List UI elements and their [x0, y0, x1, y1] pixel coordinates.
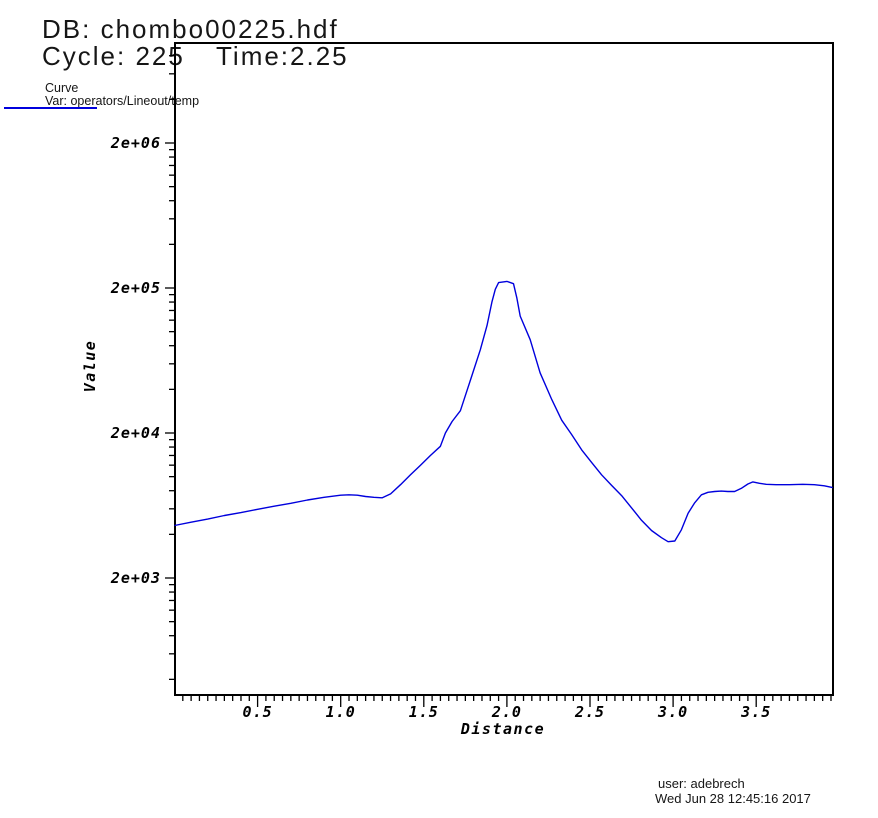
legend-curve-color-line: [4, 107, 97, 109]
timestamp-label: Wed Jun 28 12:45:16 2017: [655, 791, 811, 806]
x-tick-label: 3.0: [658, 703, 689, 721]
y-axis-title: Value: [81, 339, 99, 393]
y-tick-label: 2e+05: [110, 279, 161, 297]
x-tick-label: 2.0: [491, 703, 522, 721]
y-tick-label: 2e+04: [110, 424, 161, 442]
x-tick-label: 1.5: [408, 703, 439, 721]
y-tick-label: 2e+06: [110, 134, 161, 152]
x-tick-label: 0.5: [242, 703, 273, 721]
plot-viewport[interactable]: [175, 43, 833, 695]
x-tick-label: 2.5: [574, 703, 606, 721]
y-tick-label: 2e+03: [110, 569, 161, 587]
cycle-label: Cycle: 225: [42, 41, 185, 71]
x-tick-label: 1.0: [325, 703, 356, 721]
username-label: user: adebrech: [658, 776, 745, 791]
x-tick-label: 3.5: [741, 703, 772, 721]
db-filename-label: DB: chombo00225.hdf: [42, 14, 339, 44]
y-axis-ticks: [165, 55, 174, 681]
legend-variable-label: Var: operators/Lineout/temp: [45, 94, 200, 108]
legend-plot-type-label: Curve: [45, 81, 79, 95]
x-axis-title: Distance: [460, 720, 546, 738]
